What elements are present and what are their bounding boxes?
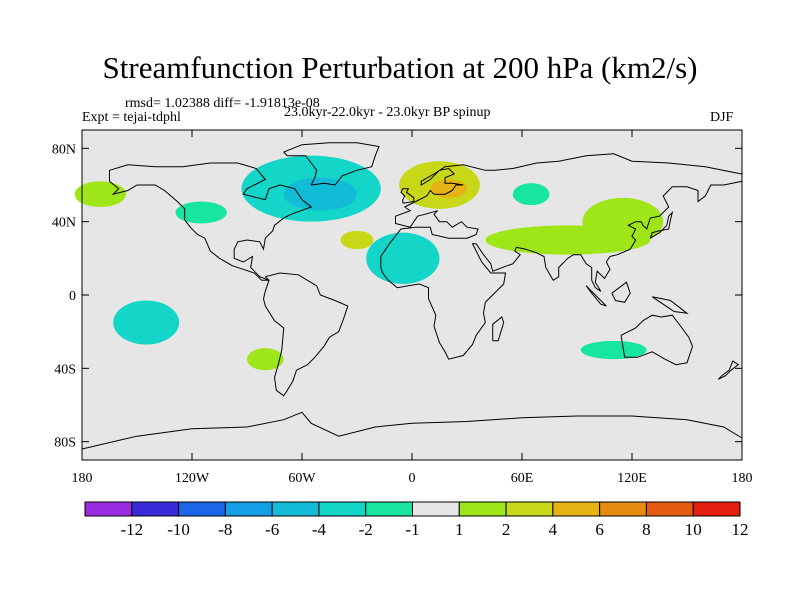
coast-new-zealand [717, 360, 740, 380]
coast-north-america [109, 162, 313, 281]
coast-greenland [282, 142, 380, 186]
colorbar-swatch [365, 501, 414, 517]
colorbar-label: 12 [732, 520, 749, 539]
coast-australia [620, 314, 694, 366]
anomaly-north-pacific-low [175, 201, 227, 224]
coast-madagascar [492, 316, 505, 342]
coastlines [81, 142, 743, 450]
lon-tick-label: 180 [72, 471, 93, 486]
lat-tick-label: 40N [52, 216, 76, 231]
lon-tick-label: 0 [409, 471, 416, 486]
colorbar-swatch [412, 501, 460, 517]
colorbar-swatch [692, 501, 741, 517]
colorbar-swatch [458, 501, 507, 517]
lat-tick-label: 40S [54, 362, 76, 377]
anomaly-south-atlantic-high [247, 348, 284, 371]
anomaly-africa-low [366, 232, 440, 284]
colorbar-label: -6 [265, 520, 279, 539]
field-layer [74, 130, 742, 460]
anomaly-east-asia-ridge [582, 197, 664, 246]
anomaly-subtropical-atlantic-high [340, 230, 374, 250]
colorbar-swatch [84, 501, 133, 517]
colorbar-label: 8 [642, 520, 651, 539]
season-label: DJF [710, 110, 734, 125]
coast-south-america [262, 272, 349, 397]
coast-antarctica [81, 411, 743, 450]
lon-tick-label: 60W [288, 471, 316, 486]
colorbar-label: -8 [218, 520, 232, 539]
lat-tick-label: 0 [69, 289, 76, 304]
colorbar-swatch [131, 501, 180, 517]
lon-tick-label: 120E [617, 471, 647, 486]
coast-sumatra [585, 285, 607, 307]
colorbar-swatch [271, 501, 320, 517]
colorbar-swatch [178, 501, 226, 517]
colorbar-swatch [552, 501, 601, 517]
colorbar-label: 10 [685, 520, 702, 539]
lon-tick-label: 120W [175, 471, 210, 486]
colorbar-label: 1 [455, 520, 464, 539]
colorbar-swatch [599, 501, 647, 517]
colorbar-swatch [505, 501, 554, 517]
colorbar-label: 4 [549, 520, 558, 539]
coast-africa-eurasia [380, 153, 743, 360]
anomaly-alaska-pacific-high [74, 181, 126, 208]
colorbar-swatch [318, 501, 367, 517]
colorbar-label: -4 [312, 520, 327, 539]
anomaly-central-asia-low [512, 183, 550, 206]
stats-line: rmsd= 1.02388 diff= -1.91813e-08 [125, 96, 320, 111]
coast-new-guinea [651, 296, 689, 315]
period-line: 23.0kyr-22.0kyr - 23.0kyr BP spinup [284, 105, 491, 120]
colorbar-label: -1 [405, 520, 419, 539]
anomaly-australia-low [580, 340, 647, 360]
colorbar-swatch [645, 501, 694, 517]
lat-tick-label: 80S [54, 436, 76, 451]
anomaly-north-atlantic-low-inner [283, 177, 358, 211]
map-title: Streamfunction Perturbation at 200 hPa (… [102, 50, 698, 85]
coast-uk [400, 188, 415, 204]
lon-tick-label: 60E [511, 471, 534, 486]
lat-tick-label: 80N [52, 142, 76, 157]
lon-tick-label: 180 [732, 471, 753, 486]
colorbar-label: 2 [502, 520, 511, 539]
experiment-line: Expt = tejai-tdphl [82, 110, 181, 125]
colorbar-label: -2 [359, 520, 373, 539]
axes: 80N 40N 0 40S 80S 180 120W 60W 0 60E 120E 180 [52, 130, 753, 486]
coast-borneo [611, 281, 631, 303]
coast-japan [649, 210, 674, 239]
colorbar-label: -12 [120, 520, 143, 539]
colorbar-label: -10 [167, 520, 190, 539]
anomaly-south-pacific-low [113, 300, 180, 345]
colorbar-swatch [224, 501, 273, 517]
colorbar-label: 6 [595, 520, 604, 539]
